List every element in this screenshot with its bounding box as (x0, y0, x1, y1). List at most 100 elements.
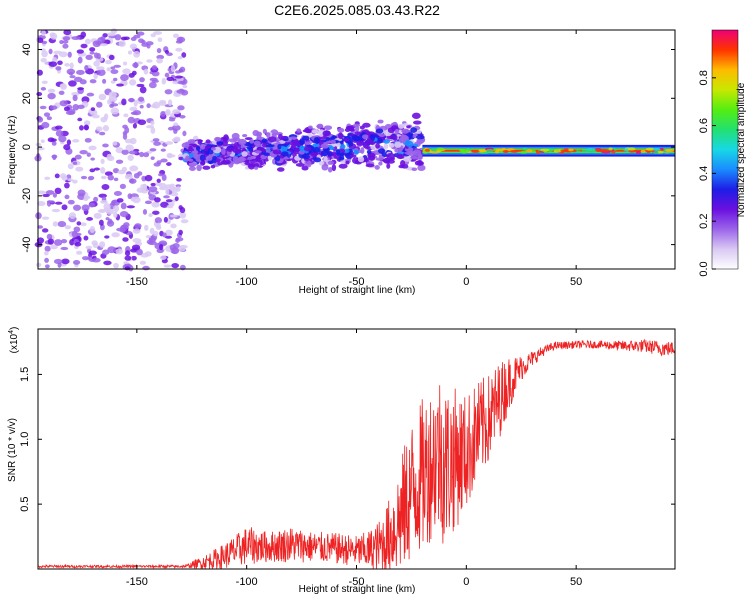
y-tick-label: 1.0 (19, 432, 31, 447)
heatmap-cell (156, 47, 162, 54)
heatmap-cell (318, 160, 325, 166)
heatmap-cell (66, 139, 72, 146)
heatmap-cell (98, 93, 107, 101)
heatmap-cell (402, 156, 412, 162)
heatmap-cell (164, 72, 170, 78)
heatmap-cell (178, 229, 183, 235)
heatmap-cell (139, 77, 145, 83)
heatmap-cell (124, 250, 131, 257)
heatmap-cell (166, 154, 176, 158)
heatmap-cell (212, 155, 218, 161)
heatmap-cell (249, 139, 255, 144)
heatmap-cell (44, 61, 49, 65)
heatmap-cell (221, 148, 226, 155)
x-tick-label: -50 (349, 576, 365, 588)
heatmap-cell (148, 186, 158, 193)
heatmap-cell (215, 158, 221, 163)
heatmap-cell (338, 163, 348, 169)
heatmap-cell (80, 43, 88, 49)
heatmap-cell (119, 211, 129, 218)
heatmap-cell (116, 227, 125, 232)
heatmap-cell (127, 154, 134, 161)
heatmap-cell (195, 146, 201, 151)
heatmap-cell (47, 92, 56, 100)
heatmap-cell (312, 143, 320, 147)
heatmap-cell (77, 87, 85, 91)
heatmap-cell (93, 52, 99, 59)
heatmap-cell (216, 141, 224, 146)
colorbar: 0.0 0.2 0.4 0.6 0.8 Normalized spectral ampl… (698, 29, 747, 277)
heatmap-cell (102, 78, 107, 84)
heatmap-cell (67, 199, 75, 205)
heatmap-cell (310, 151, 319, 158)
x-tick-label: 50 (570, 276, 582, 288)
heatmap-cell (53, 258, 63, 265)
heatmap-cell (41, 121, 50, 129)
heatmap-cell (79, 150, 88, 155)
heatmap-cell (112, 141, 118, 146)
heatmap-cell (318, 133, 324, 137)
heatmap-cell (139, 104, 144, 109)
heatmap-cell (59, 39, 64, 45)
heatmap-cell (411, 112, 421, 119)
heatmap-cell (276, 167, 285, 172)
heatmap-cell (41, 228, 49, 233)
heatmap-cell (540, 148, 550, 152)
heatmap-cell (335, 149, 341, 156)
heatmap-cell (116, 198, 124, 203)
heatmap-cell (72, 139, 80, 143)
heatmap-cell (63, 144, 71, 151)
heatmap-cell (46, 116, 52, 121)
heatmap-cell (365, 163, 375, 168)
heatmap-cell (121, 166, 128, 172)
heatmap-cell (174, 75, 183, 79)
heatmap-cell (144, 251, 152, 257)
snr-panel: -150 -100 -50 0 50 0.5 1.0 1.5 Height of strai… (7, 327, 676, 595)
heatmap-cell (130, 111, 139, 116)
heatmap-cell (152, 138, 160, 142)
heatmap-cell (246, 146, 253, 150)
heatmap-cell (132, 62, 139, 68)
heatmap-cell (148, 213, 153, 218)
heatmap-cell (553, 149, 561, 153)
heatmap-cell (100, 175, 107, 180)
heatmap-cell (254, 166, 259, 170)
heatmap-cell (175, 238, 180, 243)
heatmap-cell (72, 94, 78, 102)
heatmap-cell (87, 175, 95, 181)
heatmap-cell (61, 204, 68, 211)
heatmap-cell (178, 205, 183, 210)
heatmap-cell (172, 80, 180, 85)
heatmap-cell (170, 65, 176, 72)
heatmap-cell (112, 205, 120, 212)
heatmap-cell (93, 196, 99, 203)
heatmap-cell (355, 125, 360, 133)
heatmap-cell (84, 137, 92, 143)
heatmap-cell (181, 52, 187, 58)
spectrogram-y-ticks: -40 -20 0 20 40 (21, 43, 675, 253)
heatmap-cell (107, 98, 112, 105)
heatmap-cell (133, 34, 141, 39)
heatmap-cell (392, 134, 398, 141)
heatmap-cell (349, 128, 355, 132)
heatmap-cell (241, 151, 248, 157)
heatmap-cell (90, 107, 96, 112)
heatmap-cell (152, 210, 160, 215)
heatmap-cell (42, 193, 50, 198)
heatmap-cell (374, 164, 380, 170)
heatmap-cell (237, 156, 246, 162)
heatmap-cell (107, 174, 115, 181)
heatmap-cell (608, 147, 613, 151)
heatmap-cell (303, 146, 312, 152)
heatmap-cell (386, 152, 396, 160)
heatmap-cell (105, 59, 112, 65)
heatmap-cell (156, 178, 161, 183)
heatmap-cell (84, 38, 91, 45)
heatmap-cell (159, 186, 167, 191)
heatmap-cell (46, 200, 55, 204)
heatmap-cell (151, 201, 160, 208)
heatmap-cell (150, 104, 158, 109)
heatmap-cell (67, 178, 74, 182)
heatmap-cell (124, 126, 130, 134)
heatmap-cell (394, 128, 400, 134)
